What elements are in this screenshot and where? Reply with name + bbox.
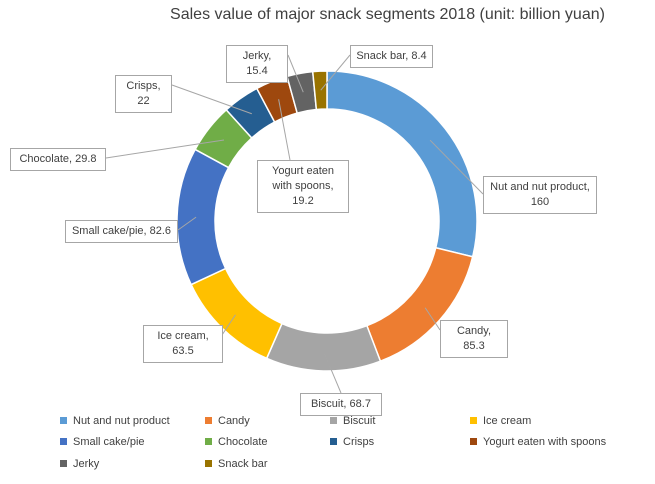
data-label: Nut and nut product, 160 xyxy=(483,176,597,214)
data-label: Yogurt eaten with spoons, 19.2 xyxy=(257,160,349,213)
data-label: Ice cream, 63.5 xyxy=(143,325,223,363)
legend-label: Chocolate xyxy=(218,436,268,448)
legend-item: Biscuit xyxy=(330,415,375,427)
legend-label: Small cake/pie xyxy=(73,436,145,448)
legend-label: Biscuit xyxy=(343,415,376,427)
data-label: Chocolate, 29.8 xyxy=(10,148,106,171)
legend-swatch xyxy=(60,438,67,445)
leader-line xyxy=(287,54,304,93)
data-label: Crisps, 22 xyxy=(115,75,172,113)
donut-segment xyxy=(311,70,328,111)
legend-swatch xyxy=(60,417,67,424)
legend-label: Ice cream xyxy=(483,415,532,427)
legend-label: Yogurt eaten with spoons xyxy=(483,436,607,448)
legend-swatch xyxy=(330,417,337,424)
leader-line xyxy=(105,139,225,159)
legend-item: Small cake/pie xyxy=(60,436,145,448)
legend-swatch xyxy=(330,438,337,445)
data-label: Snack bar, 8.4 xyxy=(350,45,433,68)
leader-line xyxy=(177,216,197,231)
legend-label: Snack bar xyxy=(218,458,268,470)
leader-line xyxy=(424,307,441,331)
chart-title: Sales value of major snack segments 2018… xyxy=(170,6,605,23)
legend-swatch xyxy=(205,438,212,445)
legend-label: Jerky xyxy=(73,458,100,470)
legend-label: Crisps xyxy=(343,436,375,448)
leader-line xyxy=(429,139,484,195)
legend-item: Crisps xyxy=(330,436,374,448)
leader-line xyxy=(320,54,351,91)
legend-item: Yogurt eaten with spoons xyxy=(470,436,606,448)
legend-swatch xyxy=(470,417,477,424)
donut-segment xyxy=(176,148,230,286)
leader-line xyxy=(278,99,291,161)
legend-label: Nut and nut product xyxy=(73,415,170,427)
legend-swatch xyxy=(205,417,212,424)
legend-swatch xyxy=(470,438,477,445)
leader-line xyxy=(171,84,252,115)
data-label: Jerky, 15.4 xyxy=(226,45,288,83)
leader-line xyxy=(221,314,236,336)
data-label: Small cake/pie, 82.6 xyxy=(65,220,178,243)
donut-segment xyxy=(265,322,382,372)
legend-swatch xyxy=(60,460,67,467)
data-label: Biscuit, 68.7 xyxy=(300,393,382,416)
legend-item: Snack bar xyxy=(205,458,268,470)
data-label: Candy, 85.3 xyxy=(440,320,508,358)
legend-item: Chocolate xyxy=(205,436,268,448)
legend-item: Nut and nut product xyxy=(60,415,170,427)
donut-segment xyxy=(326,70,478,258)
legend-item: Ice cream xyxy=(470,415,531,427)
leader-line xyxy=(323,351,342,394)
legend-swatch xyxy=(205,460,212,467)
legend-item: Jerky xyxy=(60,458,99,470)
legend-item: Candy xyxy=(205,415,250,427)
legend-label: Candy xyxy=(218,415,250,427)
